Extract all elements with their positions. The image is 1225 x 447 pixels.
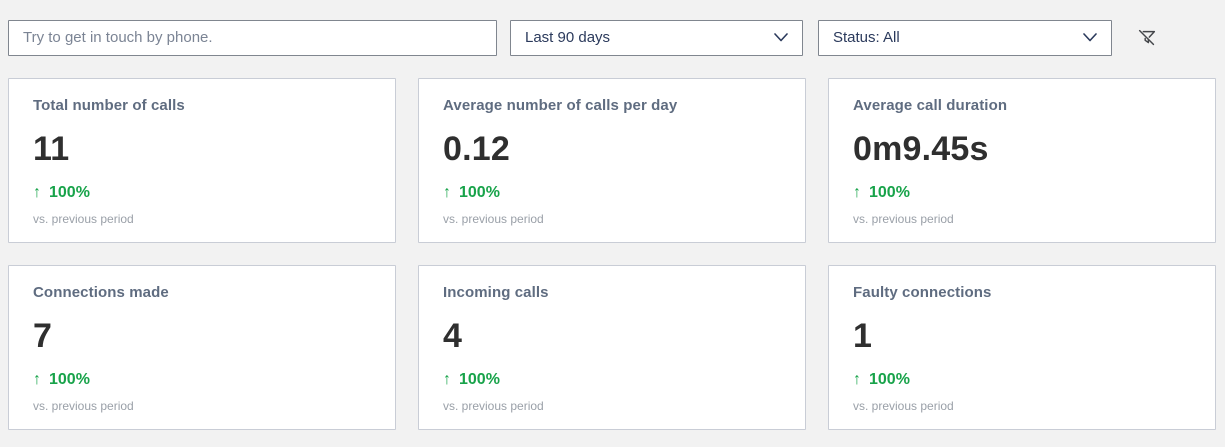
delta-value: 100%: [49, 184, 90, 201]
delta: ↑ 100%: [33, 184, 90, 202]
stat-card-faulty-connections: Faulty connections 1 ↑ 100% vs. previous…: [828, 265, 1216, 430]
delta: ↑ 100%: [443, 184, 500, 202]
arrow-up-icon: ↑: [443, 371, 451, 388]
card-value: 1: [853, 317, 873, 355]
compare-label: vs. previous period: [443, 399, 544, 413]
stat-cards-grid: Total number of calls 11 ↑ 100% vs. prev…: [8, 78, 1216, 430]
compare-label: vs. previous period: [443, 212, 544, 226]
arrow-up-icon: ↑: [853, 184, 861, 201]
chevron-down-icon: [1083, 33, 1097, 42]
arrow-up-icon: ↑: [443, 184, 451, 201]
stat-card-avg-call-duration: Average call duration 0m9.45s ↑ 100% vs.…: [828, 78, 1216, 243]
card-value: 4: [443, 317, 463, 355]
card-title: Faulty connections: [853, 284, 992, 301]
card-value: 7: [33, 317, 53, 355]
chevron-down-icon: [774, 33, 788, 42]
date-range-value: Last 90 days: [525, 29, 611, 46]
filter-off-icon: [1138, 29, 1156, 45]
compare-label: vs. previous period: [33, 212, 134, 226]
delta-value: 100%: [459, 184, 500, 201]
delta: ↑ 100%: [853, 184, 910, 202]
clear-filters-button[interactable]: [1133, 24, 1161, 52]
stat-card-avg-calls-per-day: Average number of calls per day 0.12 ↑ 1…: [418, 78, 806, 243]
stat-card-incoming-calls: Incoming calls 4 ↑ 100% vs. previous per…: [418, 265, 806, 430]
arrow-up-icon: ↑: [33, 371, 41, 388]
arrow-up-icon: ↑: [33, 184, 41, 201]
status-select[interactable]: Status: All: [818, 19, 1112, 56]
delta-value: 100%: [869, 371, 910, 388]
delta: ↑ 100%: [33, 371, 90, 389]
card-title: Average call duration: [853, 97, 1008, 114]
arrow-up-icon: ↑: [853, 371, 861, 388]
card-title: Connections made: [33, 284, 169, 301]
stat-card-connections-made: Connections made 7 ↑ 100% vs. previous p…: [8, 265, 396, 430]
compare-label: vs. previous period: [853, 212, 954, 226]
card-value: 0m9.45s: [853, 130, 989, 168]
search-input[interactable]: [8, 19, 497, 56]
stat-card-total-calls: Total number of calls 11 ↑ 100% vs. prev…: [8, 78, 396, 243]
card-title: Total number of calls: [33, 97, 185, 114]
delta-value: 100%: [869, 184, 910, 201]
compare-label: vs. previous period: [33, 399, 134, 413]
filter-bar: Last 90 days Status: All: [0, 0, 1225, 56]
card-title: Incoming calls: [443, 284, 549, 301]
compare-label: vs. previous period: [853, 399, 954, 413]
delta-value: 100%: [459, 371, 500, 388]
card-value: 11: [33, 130, 70, 168]
card-value: 0.12: [443, 130, 510, 168]
delta: ↑ 100%: [443, 371, 500, 389]
delta-value: 100%: [49, 371, 90, 388]
date-range-select[interactable]: Last 90 days: [510, 19, 803, 56]
card-title: Average number of calls per day: [443, 97, 678, 114]
delta: ↑ 100%: [853, 371, 910, 389]
status-value: Status: All: [833, 29, 900, 46]
